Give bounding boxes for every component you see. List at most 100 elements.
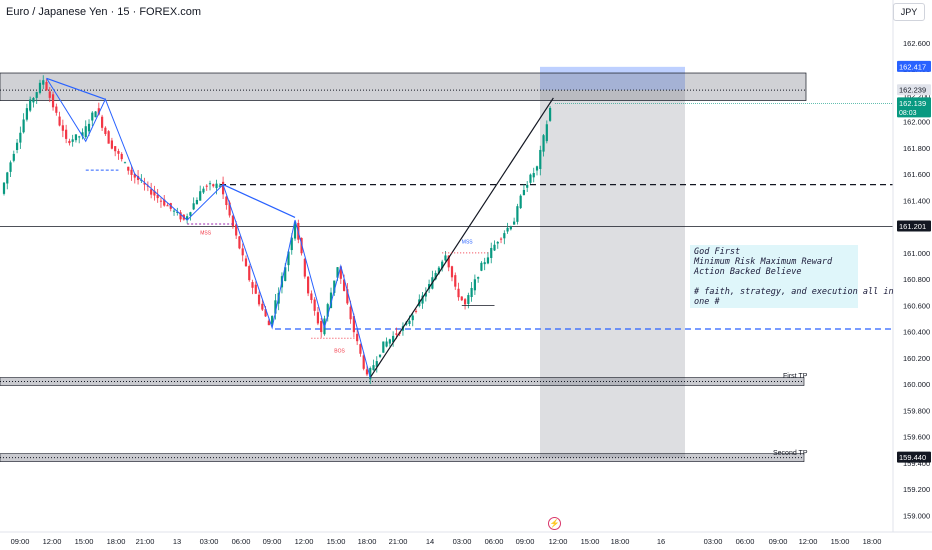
- candle-body[interactable]: [189, 212, 192, 216]
- candle-body[interactable]: [81, 132, 84, 137]
- candle-body[interactable]: [356, 333, 359, 342]
- candle-body[interactable]: [153, 190, 156, 196]
- candle-body[interactable]: [421, 295, 424, 304]
- candle-body[interactable]: [499, 238, 503, 240]
- candle-body[interactable]: [339, 266, 342, 279]
- candle-body[interactable]: [444, 255, 447, 261]
- candle-body[interactable]: [460, 296, 463, 301]
- candle-body[interactable]: [428, 284, 431, 290]
- candle-body[interactable]: [195, 199, 199, 205]
- candle-body[interactable]: [143, 182, 146, 185]
- candle-body[interactable]: [38, 82, 42, 93]
- candle-body[interactable]: [267, 320, 270, 326]
- candle-body[interactable]: [287, 251, 290, 266]
- candle-body[interactable]: [238, 236, 241, 249]
- candle-body[interactable]: [486, 257, 490, 264]
- candle-body[interactable]: [307, 276, 310, 294]
- candle-body[interactable]: [186, 216, 189, 221]
- candle-body[interactable]: [467, 295, 470, 304]
- candle-body[interactable]: [101, 116, 104, 128]
- candle-body[interactable]: [392, 335, 395, 343]
- candle-body[interactable]: [176, 211, 179, 213]
- price-badge[interactable]: [897, 97, 931, 118]
- candle-body[interactable]: [202, 188, 205, 193]
- candle-body[interactable]: [15, 142, 19, 150]
- candle-body[interactable]: [506, 227, 509, 232]
- candle-body[interactable]: [532, 173, 535, 178]
- candle-body[interactable]: [215, 183, 218, 189]
- candle-body[interactable]: [114, 146, 117, 152]
- candle-body[interactable]: [9, 162, 12, 172]
- candle-body[interactable]: [87, 123, 91, 132]
- candle-body[interactable]: [133, 173, 136, 178]
- candle-body[interactable]: [513, 221, 516, 225]
- candle-body[interactable]: [97, 108, 100, 115]
- trendline-mid[interactable]: [222, 184, 296, 218]
- candle-body[interactable]: [136, 175, 140, 181]
- candle-body[interactable]: [123, 162, 127, 164]
- candle-body[interactable]: [271, 315, 274, 325]
- candle-body[interactable]: [545, 124, 548, 142]
- candle-body[interactable]: [235, 224, 238, 236]
- candle-body[interactable]: [542, 135, 545, 152]
- candle-body[interactable]: [313, 299, 316, 311]
- candle-body[interactable]: [19, 132, 22, 143]
- candle-body[interactable]: [212, 184, 215, 187]
- candle-body[interactable]: [457, 288, 460, 298]
- candle-body[interactable]: [450, 266, 454, 278]
- candle-body[interactable]: [48, 91, 51, 98]
- candle-body[interactable]: [12, 153, 15, 161]
- price-badge[interactable]: [897, 84, 931, 96]
- candle-body[interactable]: [369, 368, 372, 380]
- candle-body[interactable]: [107, 131, 110, 144]
- candle-body[interactable]: [385, 341, 388, 347]
- candle-body[interactable]: [117, 150, 120, 154]
- candle-body[interactable]: [473, 279, 476, 291]
- candle-body[interactable]: [477, 277, 480, 279]
- candle-body[interactable]: [333, 280, 336, 293]
- lightning-icon[interactable]: ⚡: [548, 517, 561, 530]
- candle-body[interactable]: [55, 106, 58, 113]
- candle-body[interactable]: [346, 289, 349, 304]
- candle-body[interactable]: [519, 195, 522, 209]
- price-badge[interactable]: [897, 60, 931, 72]
- candle-body[interactable]: [61, 125, 64, 131]
- candle-body[interactable]: [150, 189, 153, 195]
- candle-body[interactable]: [516, 206, 519, 222]
- candle-body[interactable]: [29, 99, 32, 111]
- candle-body[interactable]: [463, 299, 467, 305]
- candle-body[interactable]: [192, 203, 195, 210]
- candle-body[interactable]: [414, 310, 418, 312]
- candle-body[interactable]: [58, 116, 61, 126]
- candle-body[interactable]: [349, 306, 352, 320]
- candle-body[interactable]: [375, 361, 378, 367]
- candle-body[interactable]: [362, 355, 365, 369]
- candle-body[interactable]: [359, 344, 362, 354]
- candle-body[interactable]: [509, 226, 512, 230]
- candle-body[interactable]: [522, 189, 526, 196]
- candle-body[interactable]: [71, 139, 74, 142]
- candle-body[interactable]: [434, 272, 437, 280]
- candle-body[interactable]: [68, 140, 71, 144]
- candle-body[interactable]: [539, 149, 542, 170]
- candle-body[interactable]: [378, 354, 382, 357]
- candle-body[interactable]: [172, 210, 176, 212]
- candle-body[interactable]: [483, 262, 486, 265]
- candle-body[interactable]: [548, 108, 552, 121]
- candle-body[interactable]: [74, 134, 78, 141]
- candle-body[interactable]: [94, 111, 97, 118]
- candle-body[interactable]: [205, 185, 208, 187]
- candle-body[interactable]: [91, 112, 94, 121]
- candle-body[interactable]: [336, 267, 339, 278]
- price-badge[interactable]: [897, 451, 931, 463]
- candle-body[interactable]: [32, 98, 35, 103]
- candle-body[interactable]: [408, 320, 411, 324]
- candle-body[interactable]: [231, 215, 234, 227]
- candle-body[interactable]: [310, 293, 313, 301]
- candle-body[interactable]: [104, 127, 107, 135]
- candle-body[interactable]: [411, 315, 414, 321]
- candle-body[interactable]: [496, 241, 499, 244]
- supply-zone[interactable]: [0, 72, 807, 101]
- candle-body[interactable]: [51, 94, 55, 108]
